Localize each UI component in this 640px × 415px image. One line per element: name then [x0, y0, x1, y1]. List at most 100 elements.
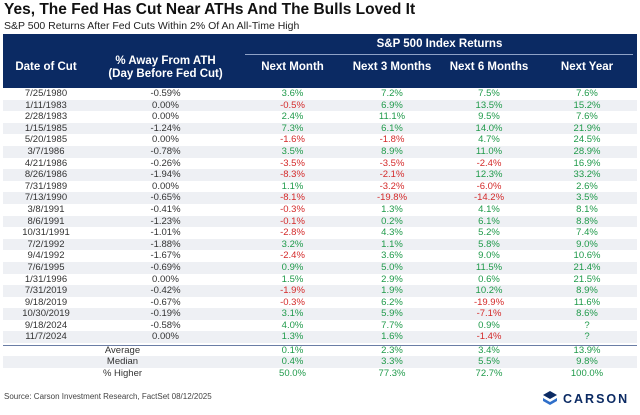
table-row: 1/31/1996 0.00% 1.5% 2.9% 0.6% 21.5% [3, 274, 637, 286]
cell-date: 1/31/1996 [24, 273, 68, 285]
cell-next-year: 8.8% [537, 215, 637, 228]
summary-table-body: Average 0.1% 2.3% 3.4% 13.9% Median 0.4% 3.3% 5.… [3, 345, 637, 379]
table-row: 1/11/1983 0.00% -0.5% 6.9% 13.5% 15.2% [3, 99, 637, 112]
cell-next-month: -3.5% [280, 157, 305, 169]
cell-next-3-months: -1.8% [379, 134, 405, 146]
cell-next-6-months: 14.0% [441, 122, 537, 135]
cell-date: 7/2/1992 [3, 238, 89, 251]
cell-next-month: 0.9% [242, 261, 343, 274]
cell-next-year: 21.9% [537, 122, 637, 135]
cell-next-year: ? [584, 319, 590, 331]
cell-next-year: 21.5% [573, 273, 601, 285]
cell-next-6-months: 13.5% [441, 99, 537, 112]
cell-next-month: 4.0% [281, 319, 304, 331]
cell-next-month: -0.3% [280, 203, 305, 215]
cell-next-year: 8.9% [537, 285, 637, 297]
table-row: 7/13/1990 -0.65% -8.1% -19.8% -14.2% 3.5% [3, 192, 637, 204]
cell-away-from-ath: -0.19% [89, 308, 242, 320]
table-row: 7/31/1989 0.00% 1.1% -3.2% -6.0% 2.6% [3, 181, 637, 193]
summary-value: 72.7% [475, 367, 503, 379]
cell-next-6-months: -19.9% [473, 296, 505, 308]
summary-value: 9.8% [537, 356, 637, 368]
cell-next-3-months: -3.2% [379, 180, 405, 192]
cell-date: 7/25/1980 [24, 88, 68, 99]
table-header: S&P 500 Index Returns Date of Cut % Away… [3, 34, 637, 88]
cell-next-year: 21.4% [537, 261, 637, 274]
table-row: 7/25/1980 -0.59% 3.6% 7.2% 7.5% 7.6% [3, 88, 637, 100]
cell-next-year: 8.1% [576, 203, 598, 215]
cell-away-from-ath: -0.59% [150, 88, 181, 99]
cell-next-6-months: 11.0% [441, 145, 537, 158]
table-row: 2/28/1983 0.00% 2.4% 11.1% 9.5% 7.6% [3, 111, 637, 123]
cell-next-month: 3.2% [242, 238, 343, 251]
carson-logo-icon [543, 391, 557, 405]
cell-next-month: -0.5% [242, 99, 343, 112]
cell-away-from-ath: -0.67% [150, 296, 181, 308]
cell-next-year: 7.6% [576, 88, 598, 99]
cell-date: 7/31/1989 [24, 180, 68, 192]
table-row: 10/31/1991 -1.01% -2.8% 4.3% 5.2% 7.4% [3, 227, 637, 239]
cell-next-month: 3.1% [242, 308, 343, 320]
summary-value: 3.3% [343, 356, 441, 368]
cell-next-year: 24.5% [573, 134, 601, 146]
table-row: 4/21/1986 -0.26% -3.5% -3.5% -2.4% 16.9% [3, 158, 637, 170]
table-row: 7/31/2019 -0.42% -1.9% 1.9% 10.2% 8.9% [3, 285, 637, 297]
cell-next-month: 1.1% [281, 180, 304, 192]
cell-date: 9/4/1992 [27, 250, 65, 262]
cell-next-3-months: 7.2% [381, 88, 403, 99]
cell-next-month: 1.5% [281, 273, 304, 285]
table-row: 3/8/1991 -0.41% -0.3% 1.3% 4.1% 8.1% [3, 204, 637, 216]
cell-date: 7/6/1995 [3, 261, 89, 274]
cell-date: 7/31/2019 [3, 285, 89, 297]
table-row: 9/18/2019 -0.67% -0.3% 6.2% -19.9% 11.6% [3, 297, 637, 309]
summary-divider [3, 345, 637, 346]
cell-next-month: 7.3% [242, 122, 343, 135]
summary-value: 0.1% [281, 345, 304, 356]
summary-table: Average 0.1% 2.3% 3.4% 13.9% Median 0.4% 3.3% 5.… [3, 345, 637, 379]
cell-next-6-months: 12.3% [441, 169, 537, 181]
cell-away-from-ath: 0.00% [89, 99, 242, 112]
cell-away-from-ath: 0.00% [152, 134, 179, 146]
cell-away-from-ath: 0.00% [152, 111, 179, 123]
cell-next-6-months: 0.9% [478, 319, 500, 331]
cell-next-6-months: -7.1% [441, 308, 537, 320]
cell-next-month: -1.9% [242, 285, 343, 297]
cell-next-year: 7.4% [576, 227, 598, 239]
summary-value: 2.3% [381, 345, 403, 356]
table-row: 8/26/1986 -1.94% -8.3% -2.1% 12.3% 33.2% [3, 169, 637, 181]
cell-next-month: -8.3% [242, 169, 343, 181]
cell-away-from-ath: -1.23% [89, 215, 242, 228]
table-row: 9/18/2024 -0.58% 4.0% 7.7% 0.9%? [3, 320, 637, 332]
cell-away-from-ath: 0.00% [152, 273, 179, 285]
cell-next-6-months: 4.1% [478, 203, 500, 215]
group-divider [245, 54, 633, 55]
cell-next-6-months: 5.2% [478, 227, 500, 239]
cell-next-3-months: 1.9% [343, 285, 441, 297]
cell-date: 8/6/1991 [3, 215, 89, 228]
col-header-6m: Next 6 Months [449, 61, 529, 73]
cell-next-year: 16.9% [573, 157, 601, 169]
summary-value: 3.4% [478, 345, 500, 356]
table-row: 10/30/2019 -0.19% 3.1% 5.9% -7.1% 8.6% [3, 308, 637, 320]
cell-next-3-months: 5.0% [343, 261, 441, 274]
cell-date: 4/21/1986 [24, 157, 68, 169]
cell-away-from-ath: -1.67% [150, 250, 181, 262]
returns-table: 7/25/1980 -0.59% 3.6% 7.2% 7.5% 7.6% 1/11/1983… [3, 88, 637, 344]
cell-next-6-months: 5.8% [441, 238, 537, 251]
summary-value: 100.0% [570, 367, 604, 379]
cell-next-3-months: 8.9% [343, 145, 441, 158]
cell-next-3-months: -19.8% [343, 192, 441, 204]
cell-next-3-months: 4.3% [381, 227, 403, 239]
cell-next-3-months: 6.1% [343, 122, 441, 135]
table-row: 7/2/1992 -1.88% 3.2% 1.1% 5.8% 9.0% [3, 238, 637, 251]
cell-date: 11/7/2024 [3, 331, 89, 344]
table-row: 7/6/1995 -0.69% 0.9% 5.0% 11.5% 21.4% [3, 261, 637, 274]
cell-next-year: 10.6% [573, 250, 601, 262]
col-header-away: % Away From ATH (Day Before Fed Cut) [89, 55, 242, 81]
cell-next-year: 15.2% [537, 99, 637, 112]
summary-value: 77.3% [378, 367, 406, 379]
table-row: 3/7/1986 -0.78% 3.5% 8.9% 11.0% 28.9% [3, 145, 637, 158]
cell-next-year: 3.5% [537, 192, 637, 204]
cell-next-3-months: 6.9% [343, 99, 441, 112]
cell-next-month: -0.1% [242, 215, 343, 228]
